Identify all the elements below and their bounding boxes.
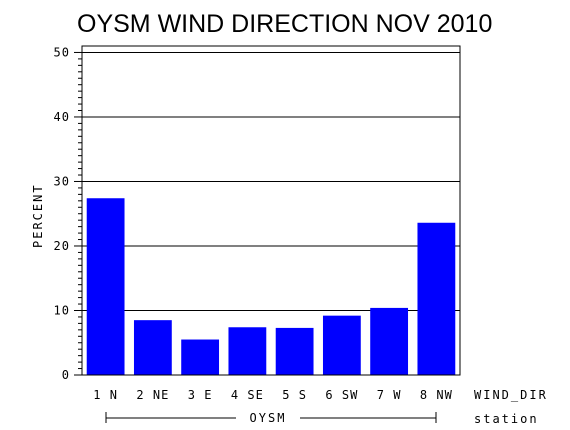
y-axis: 0 10 20 30 40 50: [54, 45, 82, 382]
bar-7: [370, 307, 409, 375]
station-group-label: OYSM: [250, 411, 287, 425]
x-category-label: 1 N: [93, 388, 118, 402]
bar-4: [228, 327, 267, 375]
y-tick-label: 50: [54, 45, 70, 59]
plot-frame: [81, 45, 461, 376]
y-tick-label: 30: [54, 174, 70, 188]
x-axis: 1 N 2 NE 3 E 4 SE 5 S 6 SW 7 W 8 NW: [93, 388, 453, 402]
x-axis-label: WIND_DIR: [474, 388, 548, 402]
x-category-label: 4 SE: [231, 388, 264, 402]
y-tick-label: 20: [54, 239, 70, 253]
x-category-label: 5 S: [282, 388, 307, 402]
x-category-label: 7 W: [377, 388, 402, 402]
bar-3: [181, 339, 220, 375]
bar-1: [86, 198, 125, 375]
y-tick-label: 0: [62, 368, 70, 382]
bar-5: [275, 327, 314, 375]
y-axis-label: PERCENT: [31, 183, 45, 248]
station-axis-label: station: [474, 412, 539, 426]
chart-title: OYSM WIND DIRECTION NOV 2010: [77, 10, 492, 38]
bars: [86, 198, 456, 375]
y-tick-label: 10: [54, 303, 70, 317]
x-category-label: 6 SW: [325, 388, 358, 402]
bar-8: [417, 222, 456, 375]
x-category-label: 2 NE: [136, 388, 169, 402]
gridlines: [82, 51, 460, 311]
bar-6: [322, 315, 361, 375]
x-category-label: 8 NW: [420, 388, 453, 402]
bar-2: [133, 320, 172, 375]
y-tick-label: 40: [54, 110, 70, 124]
x-category-label: 3 E: [188, 388, 213, 402]
